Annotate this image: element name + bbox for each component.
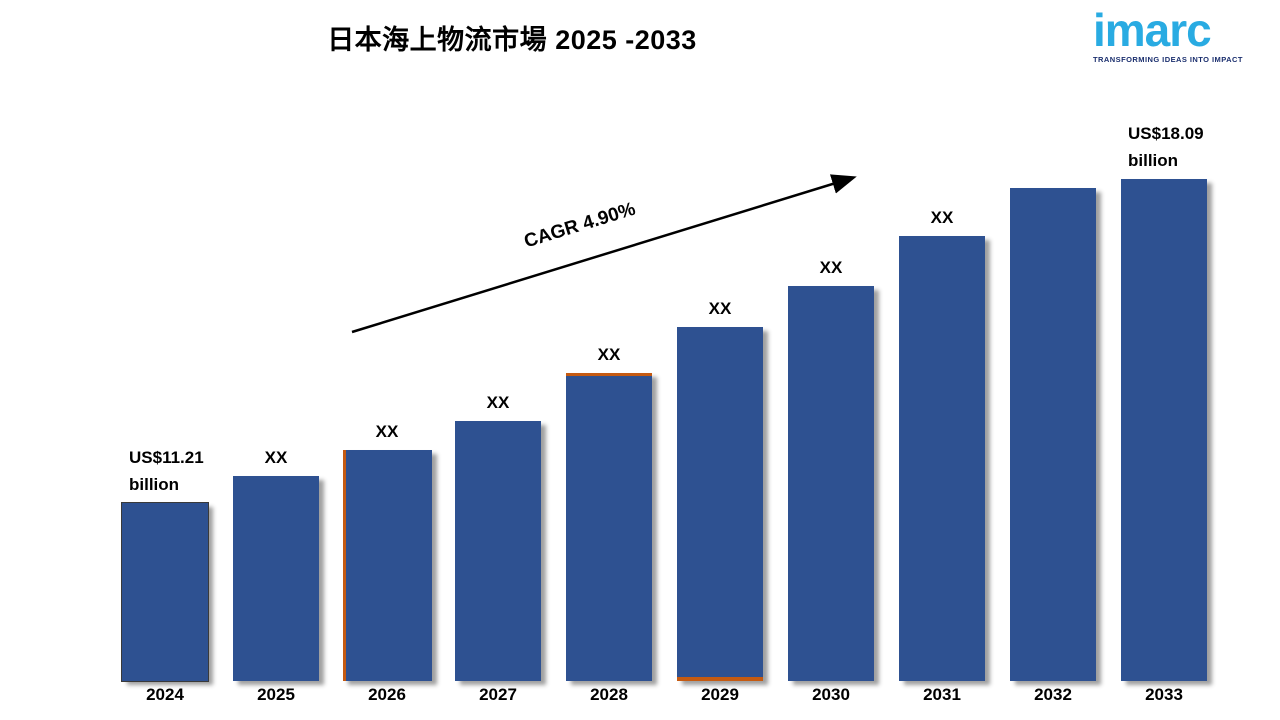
bar-column: XX 2027 xyxy=(455,390,541,705)
bar-column: 2032 xyxy=(1010,183,1096,705)
bar-column: XX 2026 xyxy=(342,419,432,705)
axis-label-year: 2029 xyxy=(701,685,739,704)
axis-label-year: 2025 xyxy=(257,685,295,704)
bar-value-label: XX xyxy=(930,207,954,227)
bar xyxy=(1010,188,1096,681)
bar xyxy=(455,421,541,681)
imarc-logo: imarc TRANSFORMING IDEAS INTO IMPACT xyxy=(1093,4,1258,65)
bar-column: US$11.21 billion 2024 xyxy=(121,445,209,705)
bar-column: XX 2025 xyxy=(233,445,319,705)
bar-column: XX 2029 xyxy=(677,296,763,705)
axis-label-year: 2030 xyxy=(812,685,850,704)
bar-value-label: XX xyxy=(375,421,399,441)
bar-value-label: US$11.21 billion xyxy=(129,448,204,494)
axis-label-year: 2032 xyxy=(1034,685,1072,704)
bar xyxy=(677,327,763,681)
axis-label-year: 2033 xyxy=(1145,685,1183,704)
bar xyxy=(121,502,209,682)
imarc-logo-text: imarc xyxy=(1093,4,1212,56)
bar xyxy=(899,236,985,681)
axis-label-year: 2031 xyxy=(923,685,961,704)
bar xyxy=(1121,179,1207,681)
bar-chart: US$11.21 billion 2024 XX 2025 XX 2026 XX 2027 XX… xyxy=(121,121,1207,705)
bar-column: XX 2031 xyxy=(899,205,985,705)
bar-column: XX 2028 xyxy=(566,342,652,705)
trend-arrow xyxy=(351,174,857,334)
imarc-logo-tagline: TRANSFORMING IDEAS INTO IMPACT xyxy=(1093,55,1243,65)
bar-column: XX 2030 xyxy=(788,255,874,705)
bar-value-label: XX xyxy=(597,344,621,364)
chart-title: 日本海上物流市場 2025 -2033 xyxy=(327,25,697,55)
axis-label-year: 2024 xyxy=(146,685,184,704)
bar xyxy=(566,373,652,681)
bar-value-label: XX xyxy=(819,257,843,277)
bar-column: US$18.09 billion 2033 xyxy=(1121,121,1207,705)
bar xyxy=(788,286,874,681)
axis-label-year: 2028 xyxy=(590,685,628,704)
bar-value-label: XX xyxy=(486,392,510,412)
axis-label-year: 2026 xyxy=(368,685,406,704)
axis-label-year: 2027 xyxy=(479,685,517,704)
bar-value-label: US$18.09 billion xyxy=(1128,124,1204,170)
bar-value-label: XX xyxy=(264,447,288,467)
bar-value-label: XX xyxy=(708,298,732,318)
bar xyxy=(342,450,432,681)
bar xyxy=(233,476,319,681)
